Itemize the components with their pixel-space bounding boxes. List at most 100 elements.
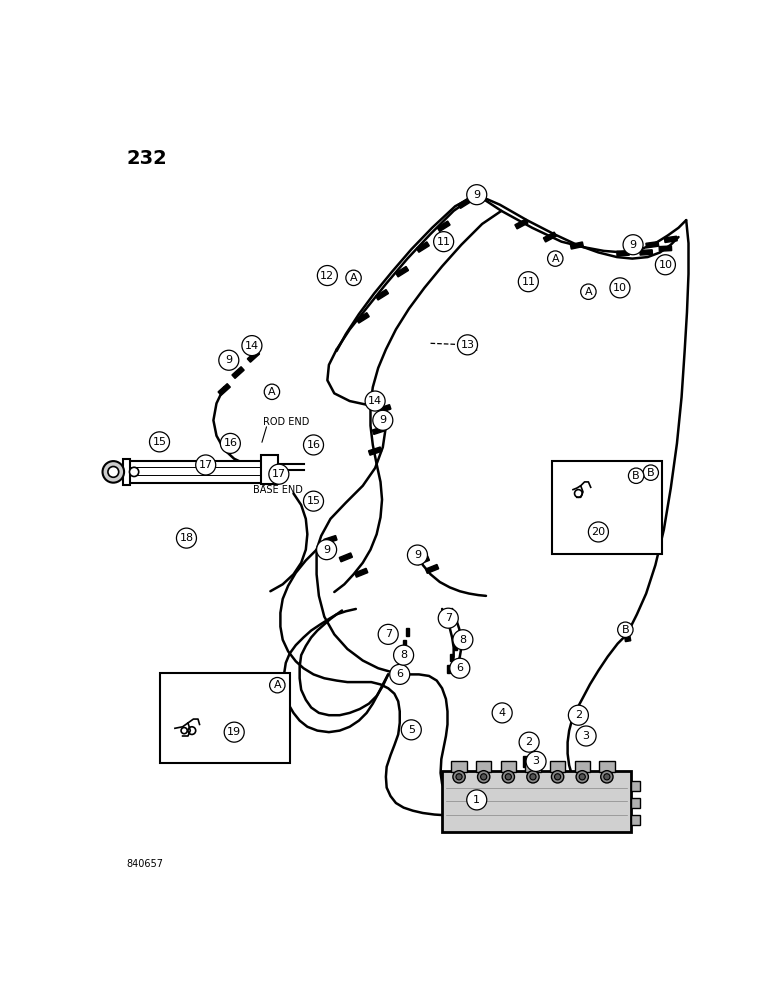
Circle shape — [580, 284, 596, 299]
Polygon shape — [570, 242, 583, 249]
Circle shape — [242, 336, 262, 356]
Polygon shape — [454, 642, 457, 650]
Circle shape — [317, 540, 337, 560]
Circle shape — [317, 266, 338, 286]
Text: 18: 18 — [179, 533, 193, 543]
Text: 16: 16 — [223, 438, 237, 448]
Text: 3: 3 — [583, 731, 590, 741]
Circle shape — [269, 464, 289, 484]
Circle shape — [643, 465, 658, 480]
Polygon shape — [623, 627, 631, 642]
Polygon shape — [339, 553, 353, 562]
Circle shape — [453, 630, 473, 650]
Text: 12: 12 — [321, 271, 335, 281]
Circle shape — [394, 645, 413, 665]
Circle shape — [618, 622, 633, 637]
Text: A: A — [349, 273, 357, 283]
Circle shape — [365, 391, 385, 411]
Circle shape — [526, 751, 546, 771]
Polygon shape — [617, 251, 629, 256]
Circle shape — [407, 545, 427, 565]
Circle shape — [176, 528, 197, 548]
Bar — [129, 461, 266, 483]
Text: 11: 11 — [521, 277, 535, 287]
Bar — [575, 761, 590, 772]
Text: B: B — [647, 468, 654, 478]
Circle shape — [576, 726, 596, 746]
Text: 16: 16 — [307, 440, 321, 450]
Bar — [631, 815, 640, 825]
Polygon shape — [378, 405, 391, 413]
Text: 11: 11 — [437, 237, 451, 247]
Polygon shape — [402, 640, 406, 647]
Circle shape — [458, 335, 477, 355]
Circle shape — [629, 468, 644, 483]
Circle shape — [492, 703, 512, 723]
Polygon shape — [417, 556, 430, 565]
Polygon shape — [544, 232, 556, 242]
Polygon shape — [406, 628, 409, 636]
Text: 15: 15 — [307, 496, 321, 506]
Bar — [442, 771, 631, 832]
Polygon shape — [426, 564, 438, 573]
Circle shape — [129, 467, 139, 477]
Text: 14: 14 — [368, 396, 382, 406]
Polygon shape — [579, 729, 583, 740]
Text: 9: 9 — [225, 355, 232, 365]
Circle shape — [526, 771, 539, 783]
Text: 17: 17 — [199, 460, 213, 470]
Circle shape — [150, 432, 169, 452]
Polygon shape — [438, 221, 450, 231]
Circle shape — [519, 272, 538, 292]
Circle shape — [604, 774, 610, 780]
Text: 15: 15 — [153, 437, 166, 447]
Bar — [452, 761, 466, 772]
Polygon shape — [523, 736, 527, 747]
Text: 2: 2 — [575, 710, 582, 720]
Circle shape — [373, 410, 393, 430]
Polygon shape — [457, 631, 459, 638]
Circle shape — [220, 433, 240, 453]
Polygon shape — [397, 665, 399, 673]
Polygon shape — [447, 665, 450, 673]
Circle shape — [576, 771, 588, 783]
Polygon shape — [579, 708, 583, 718]
Circle shape — [623, 235, 643, 255]
Text: 13: 13 — [460, 340, 474, 350]
Bar — [261, 455, 278, 484]
Text: 9: 9 — [379, 415, 386, 425]
Polygon shape — [450, 654, 453, 661]
Bar — [599, 761, 615, 772]
Text: A: A — [268, 387, 276, 397]
Bar — [159, 673, 290, 763]
Text: 9: 9 — [473, 190, 480, 200]
Polygon shape — [356, 313, 369, 323]
Text: 9: 9 — [629, 240, 636, 250]
Text: 8: 8 — [459, 635, 466, 645]
Circle shape — [453, 771, 465, 783]
Circle shape — [588, 522, 608, 542]
Polygon shape — [640, 250, 652, 255]
Text: 14: 14 — [245, 341, 259, 351]
Polygon shape — [247, 351, 260, 362]
Circle shape — [401, 720, 421, 740]
Bar — [631, 798, 640, 808]
Circle shape — [601, 771, 613, 783]
Circle shape — [480, 774, 487, 780]
Circle shape — [530, 774, 536, 780]
Text: 17: 17 — [271, 469, 286, 479]
Text: 19: 19 — [227, 727, 241, 737]
Circle shape — [505, 774, 512, 780]
Circle shape — [502, 771, 515, 783]
Bar — [631, 781, 640, 791]
Text: BASE END: BASE END — [254, 485, 303, 495]
Text: A: A — [584, 287, 592, 297]
Text: 232: 232 — [126, 149, 167, 168]
Polygon shape — [515, 219, 528, 229]
Text: 7: 7 — [445, 613, 452, 623]
Circle shape — [264, 384, 279, 400]
Circle shape — [102, 461, 124, 483]
Polygon shape — [417, 242, 429, 252]
Text: 840657: 840657 — [126, 859, 163, 869]
Circle shape — [655, 255, 675, 275]
